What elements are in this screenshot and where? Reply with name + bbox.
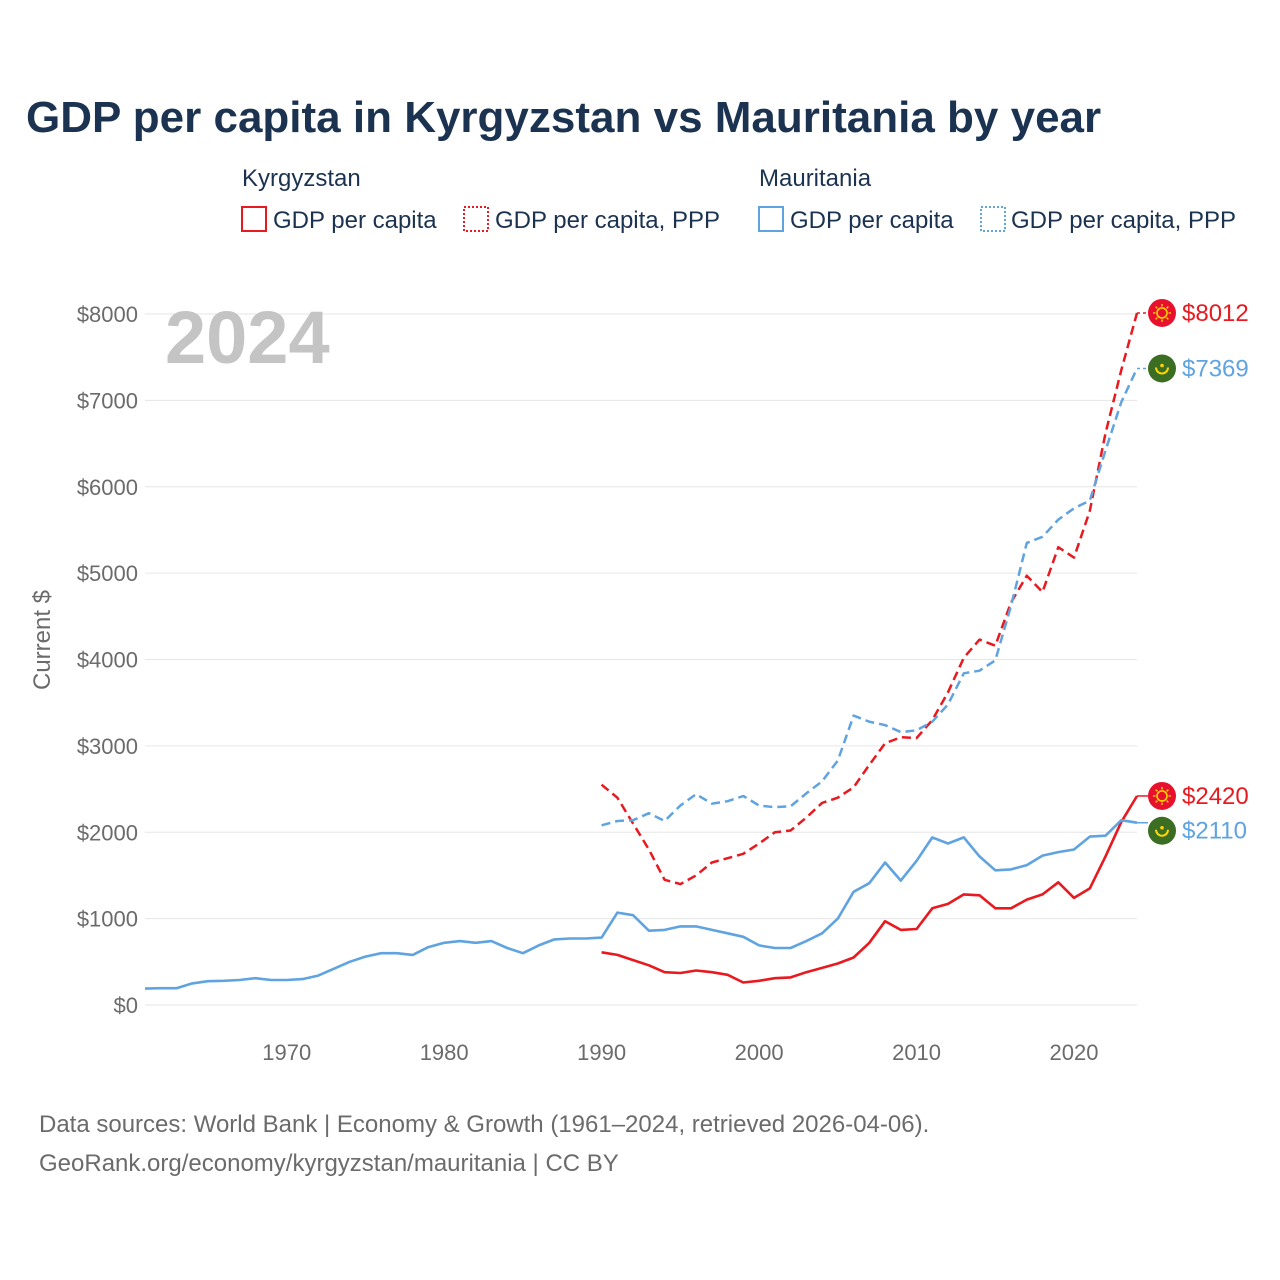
kyrgyzstan-sun-ray-icon bbox=[1155, 317, 1158, 320]
end-label-mauritania-gdp-per-capita: $2110 bbox=[1182, 818, 1247, 845]
y-tick-label-0: $0 bbox=[114, 993, 138, 1018]
legend-label-mauritania-gdp: GDP per capita bbox=[790, 207, 954, 234]
kyrgyzstan-sun-ray-icon bbox=[1166, 317, 1169, 320]
legend-group-mauritania: Mauritania bbox=[759, 165, 872, 192]
x-tick-label-1970: 1970 bbox=[262, 1040, 311, 1065]
y-tick-label-2000: $2000 bbox=[77, 820, 138, 845]
y-tick-label-5000: $5000 bbox=[77, 561, 138, 586]
series-line-mauritania-gdp-per-capita bbox=[144, 818, 1138, 990]
year-overlay: 2024 bbox=[165, 296, 330, 379]
y-axis-label: Current $ bbox=[29, 590, 56, 690]
x-tick-label-1980: 1980 bbox=[420, 1040, 469, 1065]
end-label-mauritania-gdp-per-capita-ppp: $7369 bbox=[1182, 356, 1249, 383]
x-tick-label-2020: 2020 bbox=[1050, 1040, 1099, 1065]
x-axis: 1970 1980 1990 2000 2010 2020 bbox=[262, 1040, 1098, 1065]
legend-label-kyrgyzstan-ppp: GDP per capita, PPP bbox=[495, 207, 720, 234]
legend-swatch-kyrgyzstan-gdp bbox=[241, 206, 267, 232]
end-label-kyrgyzstan-gdp-per-capita: $2420 bbox=[1182, 783, 1249, 810]
kyrgyzstan-sun-ray-icon bbox=[1166, 800, 1169, 803]
end-label-kyrgyzstan-gdp-per-capita-ppp: $8012 bbox=[1182, 300, 1249, 327]
mauritania-flag-icon bbox=[1148, 354, 1176, 383]
kyrgyzstan-sun-ray-icon bbox=[1155, 306, 1158, 309]
legend: Kyrgyzstan GDP per capita GDP per capita… bbox=[241, 165, 1236, 234]
y-tick-label-3000: $3000 bbox=[77, 734, 138, 759]
source-line-1: Data sources: World Bank | Economy & Gro… bbox=[39, 1111, 929, 1138]
x-tick-label-2010: 2010 bbox=[892, 1040, 941, 1065]
series-line-kyrgyzstan-gdp-per-capita bbox=[601, 795, 1139, 984]
legend-swatch-mauritania-ppp bbox=[980, 206, 1006, 232]
legend-label-kyrgyzstan-gdp: GDP per capita bbox=[273, 207, 437, 234]
chart-title: GDP per capita in Kyrgyzstan vs Mauritan… bbox=[26, 93, 1101, 142]
y-tick-label-8000: $8000 bbox=[77, 302, 138, 327]
kyrgyzstan-sun-ray-icon bbox=[1155, 789, 1158, 792]
mauritania-star-icon bbox=[1160, 825, 1164, 830]
y-tick-label-6000: $6000 bbox=[77, 475, 138, 500]
kyrgyzstan-flag-icon bbox=[1148, 781, 1176, 810]
y-tick-label-4000: $4000 bbox=[77, 648, 138, 673]
mauritania-crescent-icon bbox=[1155, 367, 1169, 375]
source-line-2: GeoRank.org/economy/kyrgyzstan/mauritani… bbox=[39, 1150, 619, 1177]
legend-group-kyrgyzstan: Kyrgyzstan bbox=[242, 165, 361, 192]
kyrgyzstan-sun-ray-icon bbox=[1155, 800, 1158, 803]
end-labels: $8012 $7369 $2420 $2110 bbox=[1137, 298, 1249, 845]
kyrgyzstan-flag-icon bbox=[1148, 298, 1176, 327]
legend-label-mauritania-ppp: GDP per capita, PPP bbox=[1011, 207, 1236, 234]
y-tick-label-7000: $7000 bbox=[77, 388, 138, 413]
grid bbox=[145, 313, 1137, 1006]
legend-swatch-mauritania-gdp bbox=[758, 206, 784, 232]
y-axis: $0 $1000 $2000 $3000 $4000 $5000 $6000 $7000 $80… bbox=[77, 302, 138, 1018]
series bbox=[144, 312, 1139, 990]
mauritania-flag-icon bbox=[1148, 816, 1176, 845]
kyrgyzstan-sun-ray-icon bbox=[1166, 306, 1169, 309]
x-tick-label-1990: 1990 bbox=[577, 1040, 626, 1065]
legend-swatch-kyrgyzstan-ppp bbox=[463, 206, 489, 232]
kyrgyzstan-sun-icon bbox=[1156, 790, 1168, 802]
x-tick-label-2000: 2000 bbox=[735, 1040, 784, 1065]
series-line-mauritania-gdp-per-capita-ppp bbox=[601, 367, 1139, 827]
kyrgyzstan-sun-icon bbox=[1156, 307, 1168, 319]
mauritania-crescent-icon bbox=[1155, 829, 1169, 837]
mauritania-star-icon bbox=[1160, 363, 1164, 368]
series-line-kyrgyzstan-gdp-per-capita-ppp bbox=[600, 312, 1139, 886]
kyrgyzstan-sun-ray-icon bbox=[1166, 789, 1169, 792]
y-tick-label-1000: $1000 bbox=[77, 907, 138, 932]
